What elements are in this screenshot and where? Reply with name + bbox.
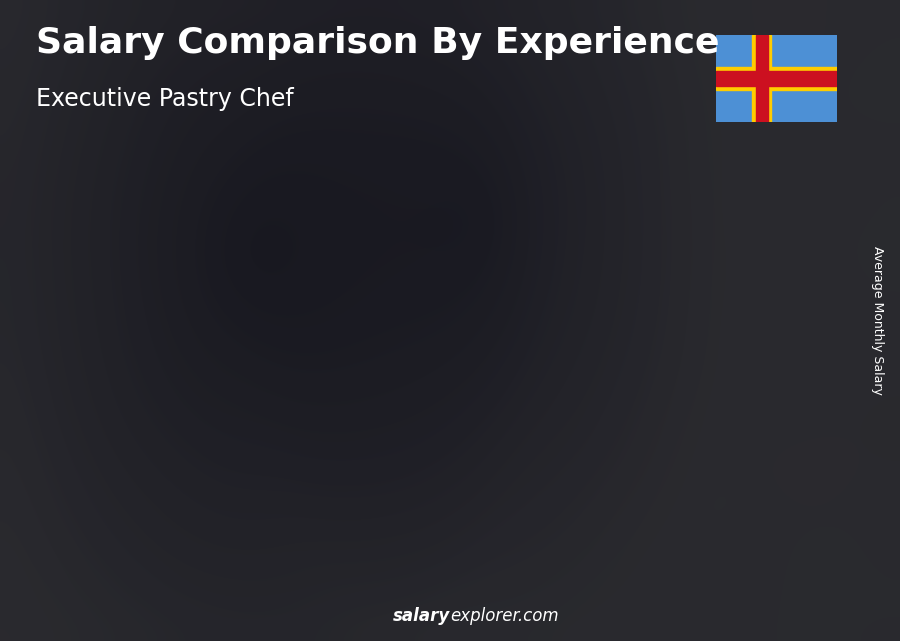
Bar	[716, 71, 837, 86]
Polygon shape	[569, 288, 660, 295]
Bar	[752, 35, 771, 122]
Text: 0 EUR: 0 EUR	[212, 434, 262, 449]
Bar	[695, 237, 773, 558]
Text: +nan%: +nan%	[375, 302, 464, 322]
Polygon shape	[318, 399, 408, 406]
Text: +nan%: +nan%	[124, 408, 212, 428]
Bar	[67, 499, 144, 558]
Polygon shape	[67, 492, 157, 499]
Text: 0 EUR: 0 EUR	[338, 381, 388, 396]
Text: Average Monthly Salary: Average Monthly Salary	[871, 246, 884, 395]
Polygon shape	[144, 492, 157, 558]
Polygon shape	[444, 346, 534, 353]
Bar	[569, 295, 647, 558]
Bar	[318, 406, 395, 558]
Text: +nan%: +nan%	[501, 244, 589, 263]
Text: Executive Pastry Chef: Executive Pastry Chef	[36, 87, 293, 110]
Bar	[192, 458, 270, 558]
Text: 0 EUR: 0 EUR	[715, 212, 765, 227]
Text: +nan%: +nan%	[627, 185, 715, 205]
Polygon shape	[521, 346, 534, 558]
Text: 0 EUR: 0 EUR	[590, 271, 640, 285]
Text: 0 EUR: 0 EUR	[86, 475, 137, 490]
Text: Salary Comparison By Experience: Salary Comparison By Experience	[36, 26, 719, 60]
Polygon shape	[647, 288, 660, 558]
Polygon shape	[695, 229, 786, 237]
Text: +nan%: +nan%	[250, 355, 338, 375]
Polygon shape	[773, 229, 786, 558]
Polygon shape	[192, 451, 283, 458]
Bar	[756, 35, 768, 122]
Text: salary: salary	[392, 607, 450, 625]
Bar	[716, 67, 837, 90]
Bar	[444, 353, 521, 558]
Polygon shape	[395, 399, 408, 558]
Text: 0 EUR: 0 EUR	[464, 329, 514, 344]
Text: explorer.com: explorer.com	[450, 607, 559, 625]
Polygon shape	[270, 451, 283, 558]
